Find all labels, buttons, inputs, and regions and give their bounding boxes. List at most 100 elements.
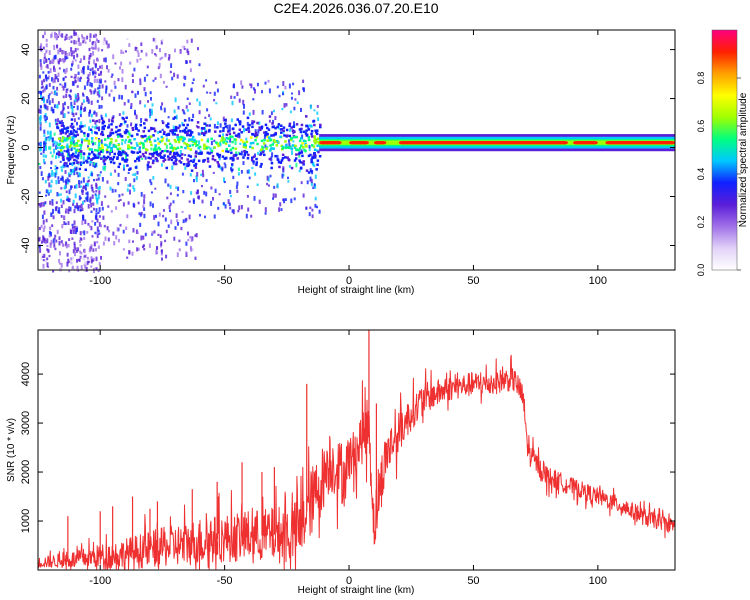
- noise-pixel: [65, 53, 68, 58]
- blob-pixel: [307, 154, 311, 158]
- noise-pixel: [76, 258, 78, 263]
- blob-pixel: [187, 161, 190, 164]
- noise-pixel: [95, 248, 97, 252]
- noise-pixel: [101, 177, 104, 182]
- noise-pixel: [93, 111, 96, 115]
- noise-pixel: [80, 69, 83, 74]
- blob-pixel: [175, 151, 179, 155]
- noise-pixel: [44, 179, 47, 184]
- noise-pixel: [226, 124, 229, 130]
- blob-pixel: [66, 126, 70, 129]
- noise-pixel: [61, 224, 64, 229]
- noise-pixel: [62, 59, 65, 64]
- noise-pixel: [266, 175, 269, 181]
- noise-pixel: [39, 142, 42, 146]
- noise-pixel: [77, 95, 80, 100]
- blob-pixel: [61, 129, 64, 132]
- blob-pixel: [242, 156, 245, 159]
- blob-pixel: [172, 129, 176, 132]
- noise-pixel: [197, 189, 199, 194]
- blob-pixel: [246, 157, 250, 160]
- noise-pixel: [50, 239, 53, 245]
- noise-pixel: [43, 225, 46, 229]
- noise-pixel: [180, 226, 183, 231]
- noise-pixel: [63, 125, 65, 130]
- blob-pixel: [59, 129, 62, 132]
- noise-pixel: [165, 144, 168, 149]
- noise-pixel: [175, 186, 178, 189]
- noise-pixel: [54, 168, 57, 171]
- blob-pixel: [197, 159, 201, 163]
- noise-pixel: [94, 231, 97, 235]
- blob-pixel: [64, 132, 68, 135]
- blob-pixel: [170, 146, 174, 149]
- noise-pixel: [46, 130, 49, 135]
- noise-pixel: [45, 194, 48, 197]
- noise-pixel: [176, 74, 179, 79]
- noise-pixel: [49, 131, 52, 136]
- noise-pixel: [81, 102, 84, 105]
- noise-pixel: [178, 248, 181, 251]
- noise-pixel: [52, 108, 55, 114]
- noise-pixel: [71, 265, 74, 269]
- blob-pixel: [203, 122, 206, 125]
- blob-pixel: [147, 161, 150, 164]
- blob-pixel: [127, 144, 130, 147]
- blob-pixel: [136, 151, 139, 154]
- noise-pixel: [88, 72, 91, 76]
- noise-pixel: [313, 109, 316, 112]
- blob-pixel: [87, 147, 90, 150]
- noise-pixel: [130, 124, 132, 127]
- noise-pixel: [58, 241, 61, 246]
- noise-pixel: [58, 262, 61, 265]
- blob-pixel: [208, 130, 211, 133]
- noise-pixel: [82, 177, 85, 181]
- blob-pixel: [233, 138, 236, 141]
- blob-pixel: [111, 116, 115, 120]
- noise-pixel: [100, 78, 102, 84]
- blob-pixel: [67, 157, 71, 161]
- blob-pixel: [100, 132, 103, 136]
- blob-pixel: [228, 144, 231, 147]
- blob-pixel: [288, 158, 291, 162]
- blob-pixel: [75, 130, 78, 134]
- noise-pixel: [47, 75, 50, 78]
- blob-pixel: [243, 150, 246, 153]
- noise-pixel: [46, 238, 49, 244]
- noise-pixel: [60, 177, 63, 181]
- noise-pixel: [95, 208, 98, 213]
- noise-pixel: [85, 182, 88, 186]
- noise-pixel: [68, 189, 71, 195]
- noise-pixel: [48, 235, 51, 238]
- noise-pixel: [71, 108, 74, 113]
- blob-pixel: [100, 117, 104, 120]
- noise-pixel: [195, 191, 198, 195]
- noise-pixel: [187, 231, 189, 236]
- noise-pixel: [51, 137, 54, 143]
- noise-pixel: [311, 214, 314, 219]
- noise-pixel: [94, 75, 97, 78]
- noise-pixel: [157, 131, 160, 134]
- blob-pixel: [178, 154, 182, 158]
- noise-pixel: [272, 141, 275, 144]
- noise-pixel: [97, 186, 100, 190]
- noise-pixel: [125, 155, 127, 159]
- noise-pixel: [110, 89, 113, 93]
- noise-pixel: [101, 84, 104, 89]
- blob-pixel: [265, 147, 268, 150]
- blob-pixel: [120, 152, 123, 155]
- blob-pixel: [236, 135, 240, 138]
- blob-pixel: [182, 123, 185, 127]
- noise-pixel: [83, 108, 86, 112]
- noise-pixel: [63, 221, 66, 225]
- blob-pixel: [259, 128, 262, 132]
- noise-pixel: [48, 100, 51, 105]
- blob-pixel: [226, 130, 230, 133]
- blob-pixel: [80, 150, 83, 153]
- noise-pixel: [152, 79, 155, 82]
- noise-pixel: [95, 190, 98, 193]
- noise-pixel: [185, 105, 188, 109]
- blob-pixel: [139, 123, 142, 127]
- noise-pixel: [254, 153, 256, 157]
- noise-pixel: [253, 87, 255, 91]
